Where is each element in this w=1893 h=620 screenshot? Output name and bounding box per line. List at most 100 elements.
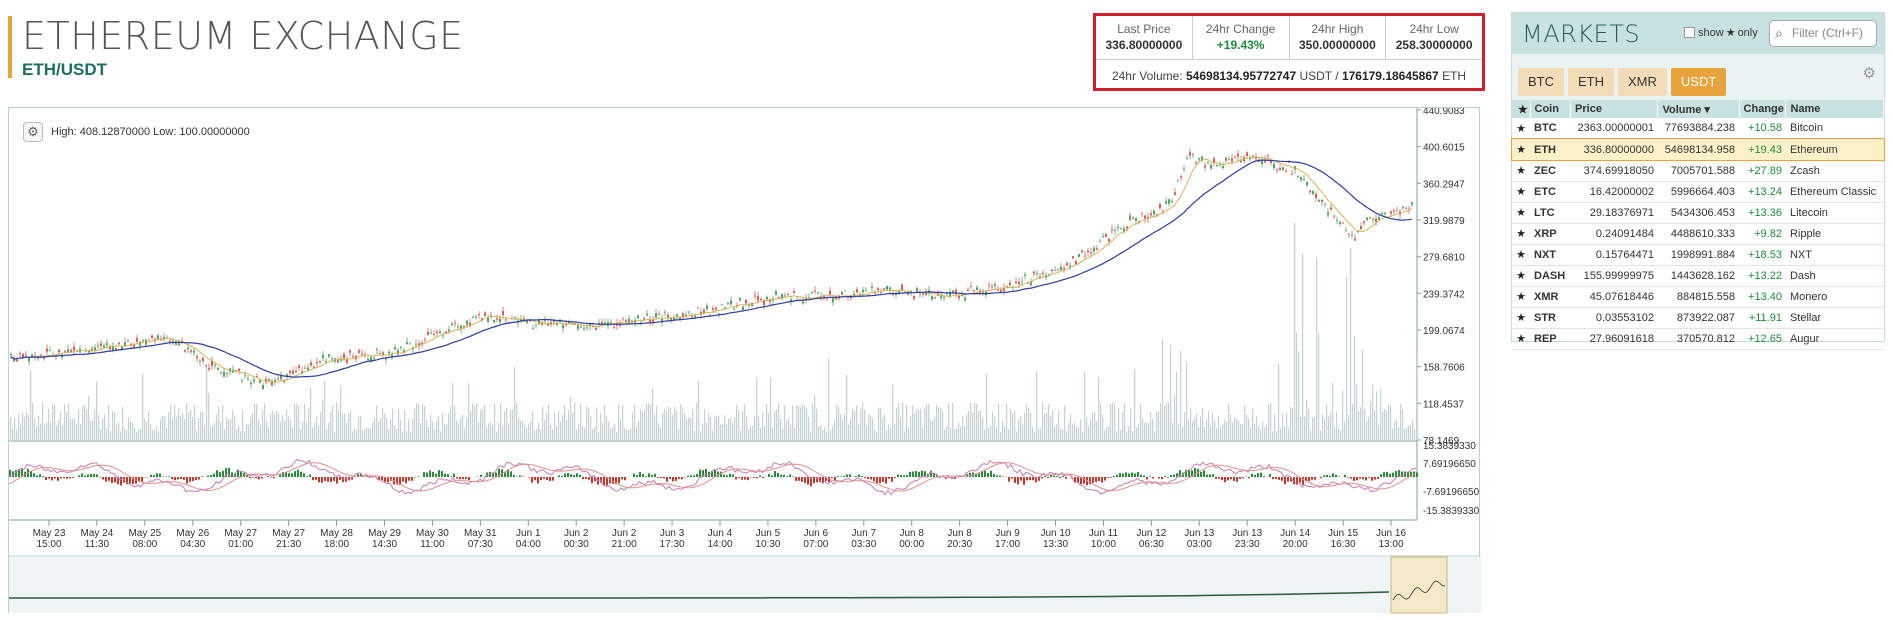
candle-body	[592, 326, 594, 327]
macd-bar	[1221, 477, 1223, 481]
favorite-star-icon[interactable]: ★	[1512, 244, 1530, 266]
volume-bar	[92, 420, 94, 440]
volume-bar	[1220, 428, 1222, 440]
candle-body	[589, 324, 591, 327]
column-header-coin[interactable]: Coin	[1530, 100, 1572, 118]
favorite-star-icon[interactable]: ★	[1512, 139, 1530, 161]
favorite-star-icon[interactable]: ★	[1512, 118, 1530, 140]
volume-bar	[648, 402, 650, 440]
candle-body	[1363, 221, 1365, 224]
checkbox-icon[interactable]	[1684, 27, 1695, 38]
cell-price: 155.99999975	[1570, 265, 1658, 287]
macd-bar	[1224, 477, 1226, 483]
volume-bar	[124, 427, 126, 440]
table-row[interactable]: ★ ETC 16.42000002 5996664.403 +13.24 Ethereum…	[1512, 181, 1884, 203]
cell-change: +18.53	[1739, 244, 1786, 266]
table-row[interactable]: ★ ZEC 374.69918050 7005701.588 +27.89 Zcash	[1512, 160, 1884, 182]
volume-bar	[982, 417, 984, 440]
time-tick-label: 04:30	[180, 539, 205, 550]
macd-bar	[756, 477, 758, 479]
chart-settings-gear-icon[interactable]: ⚙	[23, 122, 43, 142]
volume-bar	[954, 428, 956, 440]
volume-bar	[540, 429, 542, 440]
volume-bar	[22, 412, 24, 440]
stat-24h-high: 24hr High 350.00000000	[1290, 16, 1387, 59]
table-row[interactable]: ★ NXT 0.15764471 1998991.884 +18.53 NXT	[1512, 244, 1884, 266]
macd-bar	[1293, 477, 1295, 485]
macd-bar	[1125, 472, 1127, 477]
volume-bar	[710, 417, 712, 440]
favorite-star-icon[interactable]: ★	[1512, 160, 1530, 182]
volume-bar	[642, 411, 644, 440]
favorite-star-icon[interactable]: ★	[1512, 286, 1530, 308]
table-row[interactable]: ★ XMR 45.07618446 884815.558 +13.40 Monero	[1512, 286, 1884, 308]
macd-bar	[1368, 477, 1370, 478]
table-row[interactable]: ★ REP 27.96091618 370570.812 +12.65 Augur	[1512, 328, 1884, 350]
favorite-star-icon[interactable]: ★	[1512, 181, 1530, 203]
date-tick-label: May 26	[176, 528, 209, 539]
tab-btc[interactable]: BTC	[1518, 68, 1564, 96]
candle-body	[1231, 158, 1233, 162]
candle-body	[19, 353, 21, 355]
candle-body	[1156, 214, 1158, 216]
macd-bar	[384, 477, 386, 482]
macd-bar	[591, 477, 593, 484]
volume-bar	[1028, 407, 1030, 440]
tab-xmr[interactable]: XMR	[1618, 68, 1667, 96]
star-column-icon[interactable]: ★	[1512, 100, 1531, 118]
volume-bar	[1214, 421, 1216, 440]
tab-eth[interactable]: ETH	[1568, 68, 1614, 96]
volume-bar	[304, 403, 306, 440]
volume-bar	[212, 425, 214, 440]
candle-body	[535, 324, 537, 326]
volume-bar	[56, 424, 58, 440]
macd-bar	[51, 477, 53, 481]
macd-bar	[1257, 473, 1259, 477]
volume-bar	[1118, 407, 1120, 440]
chart-canvas[interactable]: 440.9083400.6015360.2947319.9879279.6810…	[9, 108, 1481, 614]
favorite-star-icon[interactable]: ★	[1512, 328, 1530, 350]
candle-body	[1225, 157, 1227, 161]
macd-bar	[1386, 471, 1388, 477]
volume-bar	[952, 402, 954, 440]
volume-bar	[694, 430, 696, 440]
volume-bar	[526, 427, 528, 440]
markets-settings-gear-icon[interactable]: ⚙	[1862, 65, 1876, 82]
volume-bar	[342, 413, 344, 440]
volume-bar	[938, 407, 940, 440]
cell-price: 29.18376971	[1570, 202, 1658, 224]
column-header-name[interactable]: Name	[1785, 100, 1884, 118]
volume-bar	[370, 428, 372, 440]
cell-change: +13.24	[1739, 181, 1786, 203]
table-row[interactable]: ★ XRP 0.24091484 4488610.333 +9.82 Ripple	[1512, 223, 1884, 245]
favorite-star-icon[interactable]: ★	[1512, 307, 1530, 329]
favorite-star-icon[interactable]: ★	[1512, 223, 1530, 245]
price-chart[interactable]: 440.9083 400.6015 360.2947 319.9879 279.6810…	[8, 107, 1481, 614]
table-row[interactable]: ★ STR 0.03553102 873922.087 +11.91 Stellar	[1512, 307, 1884, 329]
candle-body	[688, 311, 690, 313]
volume-bar	[232, 409, 234, 440]
volume-bar	[1378, 425, 1380, 440]
tab-usdt[interactable]: USDT	[1670, 68, 1727, 96]
volume-bar	[606, 416, 608, 440]
candle-body	[1204, 165, 1206, 168]
column-header-price[interactable]: Price	[1570, 100, 1659, 118]
volume-bar	[350, 411, 352, 440]
show-starred-only-toggle[interactable]: show ★ only	[1684, 26, 1758, 39]
filter-input[interactable]: ⌕ Filter (Ctrl+F)	[1769, 20, 1877, 47]
table-row[interactable]: ★ DASH 155.99999975 1443628.162 +13.22 Dash	[1512, 265, 1884, 287]
table-row[interactable]: ★ LTC 29.18376971 5434306.453 +13.36 Litecoin	[1512, 202, 1884, 224]
navigator-range-selector[interactable]	[1390, 556, 1448, 614]
favorite-star-icon[interactable]: ★	[1512, 265, 1530, 287]
column-header-change[interactable]: Change	[1739, 100, 1787, 118]
table-row[interactable]: ★ BTC 2363.00000001 77693884.238 +10.58 Bitco…	[1512, 118, 1884, 140]
time-tick-label: 20:30	[947, 539, 972, 550]
macd-bar	[1215, 477, 1217, 479]
favorite-star-icon[interactable]: ★	[1512, 202, 1530, 224]
macd-bar	[552, 477, 554, 481]
volume-bar	[416, 403, 418, 440]
volume-bar	[414, 409, 416, 440]
column-header-volume[interactable]: Volume ▾	[1657, 100, 1740, 118]
table-row[interactable]: ★ ETH 336.80000000 54698134.958 +19.43 Ethere…	[1511, 138, 1885, 161]
candle-body	[97, 345, 99, 347]
